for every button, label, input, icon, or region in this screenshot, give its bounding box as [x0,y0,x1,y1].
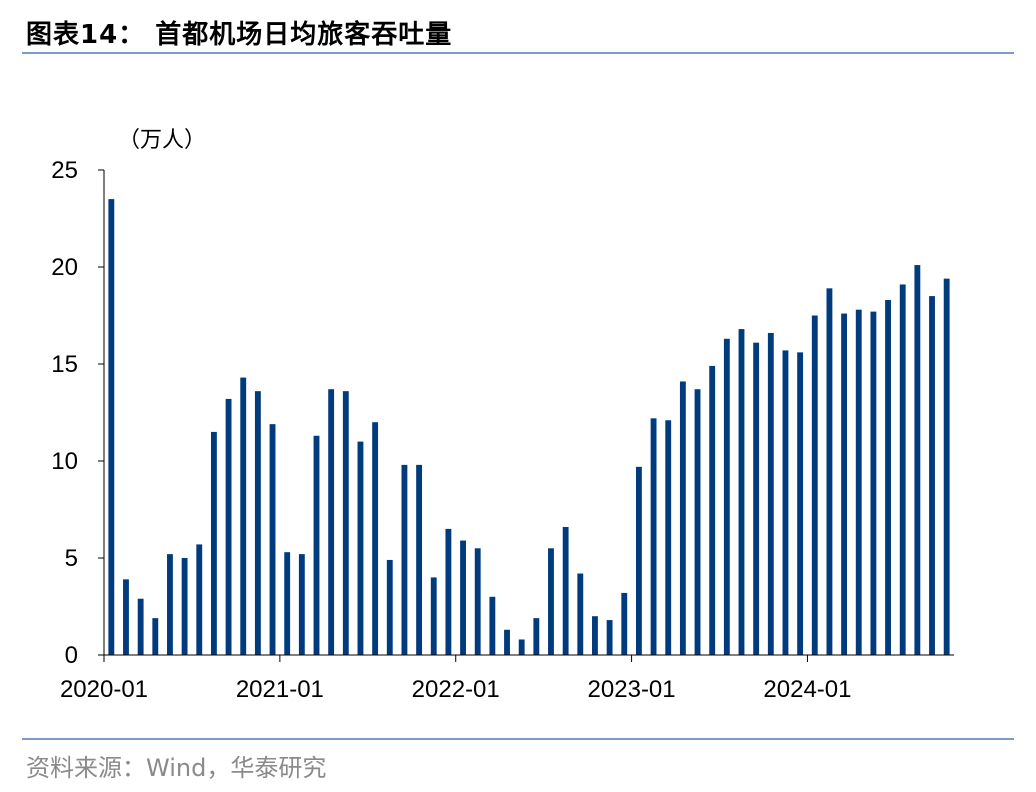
source-note: 资料来源：Wind，华泰研究 [26,754,327,782]
bar-2020-09 [225,398,232,655]
x-tick-label-2020-01: 2020-01 [60,676,148,703]
y-axis-unit-label: （万人） [118,128,206,153]
y-tick-label-0: 0 [65,642,78,669]
bar-2024-02 [826,288,833,655]
bar-2022-09 [577,573,584,655]
bar-2022-11 [606,620,613,655]
bar-2024-03 [841,313,848,655]
bar-2022-03 [489,596,496,655]
x-tick-label-2024-01: 2024-01 [763,676,851,703]
bar-2023-09 [753,342,760,655]
bar-2020-12 [269,424,276,655]
bar-2024-10 [943,278,950,655]
bar-2023-04 [679,381,686,655]
bar-2021-05 [342,391,349,655]
bar-2024-05 [870,311,877,655]
bar-2024-09 [929,296,935,655]
bar-2021-03 [313,435,320,655]
bar-2024-06 [885,299,891,655]
bar-2022-10 [592,616,598,655]
bar-2021-04 [328,389,335,655]
bar-2020-07 [196,544,203,655]
bar-2022-07 [548,548,554,655]
bar-2021-02 [298,554,305,655]
bar-2023-02 [650,418,657,655]
bar-2022-05 [518,639,525,655]
bar-2023-07 [723,338,730,655]
bar-2022-08 [562,526,569,655]
y-tick-label-25: 25 [51,157,78,184]
bar-2023-06 [709,365,716,655]
bar-2023-01 [635,466,642,655]
bar-2023-08 [738,329,745,655]
bar-2024-04 [855,309,862,655]
bar-2021-08 [386,559,393,655]
bars-group [108,199,950,655]
bar-2023-12 [797,352,804,655]
axes-group: 0 5 10 15 20 25 2020-01 2021-01 2022-01 2023-01 20… [51,157,954,703]
bar-2021-12 [445,528,452,655]
bar-2020-04 [152,618,159,655]
bar-2020-01 [108,199,115,655]
bar-2024-08 [914,265,921,655]
bar-2020-02 [123,579,129,655]
bar-2020-10 [240,377,247,655]
bar-2020-03 [137,598,144,655]
x-tick-label-2023-01: 2023-01 [588,676,676,703]
bar-2022-04 [504,629,510,655]
bar-2022-02 [474,548,481,655]
bar-2020-11 [254,391,261,655]
bar-2021-01 [284,552,291,655]
bar-2024-01 [811,315,818,655]
y-tick-label-15: 15 [51,351,78,378]
y-tick-label-5: 5 [65,545,78,572]
bar-2021-11 [430,577,437,655]
bar-2020-05 [167,554,173,655]
top-divider [22,52,1014,54]
bar-2021-09 [401,464,408,655]
bar-2023-11 [782,350,789,655]
x-tick-label-2022-01: 2022-01 [412,676,500,703]
bar-2021-10 [416,464,423,655]
bar-2022-01 [460,540,466,655]
bar-2024-07 [899,284,906,655]
chart-title: 图表14： 首都机场日均旅客吞吐量 [26,20,453,50]
bar-2021-06 [357,441,364,655]
bar-2020-08 [210,431,217,655]
bar-2023-10 [767,332,774,655]
bottom-divider [22,738,1014,740]
bar-2023-05 [694,389,701,655]
x-tick-label-2021-01: 2021-01 [236,676,324,703]
bar-2023-03 [665,420,672,655]
y-tick-label-10: 10 [51,448,78,475]
bar-2020-06 [181,558,188,655]
y-tick-label-20: 20 [51,254,78,281]
bar-2021-07 [372,422,379,655]
bar-2022-06 [533,618,540,655]
bar-2022-12 [621,592,628,655]
